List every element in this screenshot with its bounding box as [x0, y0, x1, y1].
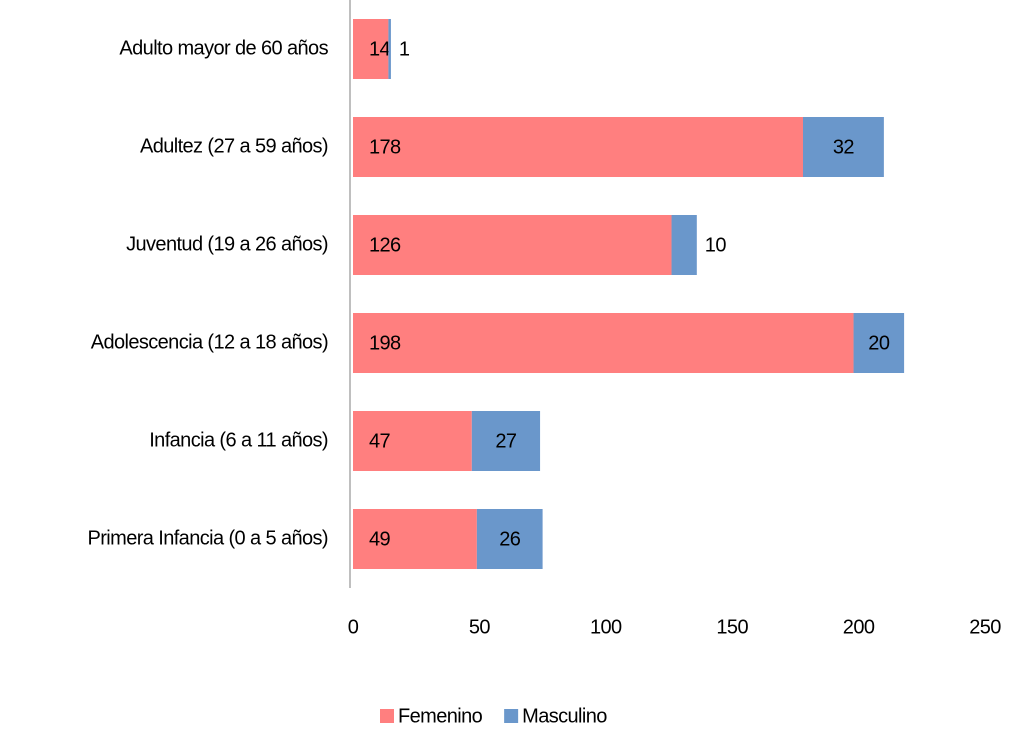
y-tick-label: Adolescencia (12 a 18 años): [91, 331, 328, 353]
data-label: 1: [399, 38, 410, 60]
x-tick-label: 0: [348, 616, 359, 638]
data-label: 49: [369, 528, 391, 550]
data-label: 26: [499, 528, 521, 550]
data-label: 126: [369, 234, 401, 256]
y-tick-label: Juventud (19 a 26 años): [126, 233, 328, 255]
y-tick-label: Infancia (6 a 11 años): [149, 429, 328, 451]
y-tick-label: Adultez (27 a 59 años): [140, 135, 328, 157]
x-tick-label: 200: [843, 616, 875, 638]
bar-segment: [353, 509, 477, 569]
bar-segment: [476, 509, 543, 569]
bar-segment: [388, 19, 391, 79]
bar-segment: [353, 313, 854, 373]
bar-segment: [353, 215, 672, 275]
bar-segment: [353, 411, 472, 471]
data-label: 47: [369, 430, 391, 452]
x-tick-label: 250: [969, 616, 1001, 638]
legend-swatch: [380, 709, 394, 723]
y-tick-label: Adulto mayor de 60 años: [119, 37, 328, 59]
x-tick-label: 150: [716, 616, 748, 638]
legend-swatch: [504, 709, 519, 723]
bar-segment: [802, 117, 884, 177]
y-tick-label: Primera Infancia (0 a 5 años): [87, 527, 328, 549]
x-tick-label: 100: [590, 616, 622, 638]
bar-segment: [671, 215, 697, 275]
bar-segment: [353, 19, 389, 79]
legend-label: Masculino: [522, 705, 607, 727]
data-label: 198: [369, 332, 401, 354]
bar-segment: [353, 117, 803, 177]
data-label: 178: [369, 136, 401, 158]
bar-segment: [853, 313, 905, 373]
data-label: 32: [833, 136, 855, 158]
data-label: 10: [705, 234, 727, 256]
data-label: 14: [369, 38, 391, 60]
x-tick-label: 50: [469, 616, 491, 638]
legend-label: Femenino: [398, 705, 483, 727]
data-label: 20: [868, 332, 890, 354]
data-label: 27: [495, 430, 517, 452]
bar-segment: [471, 411, 541, 471]
